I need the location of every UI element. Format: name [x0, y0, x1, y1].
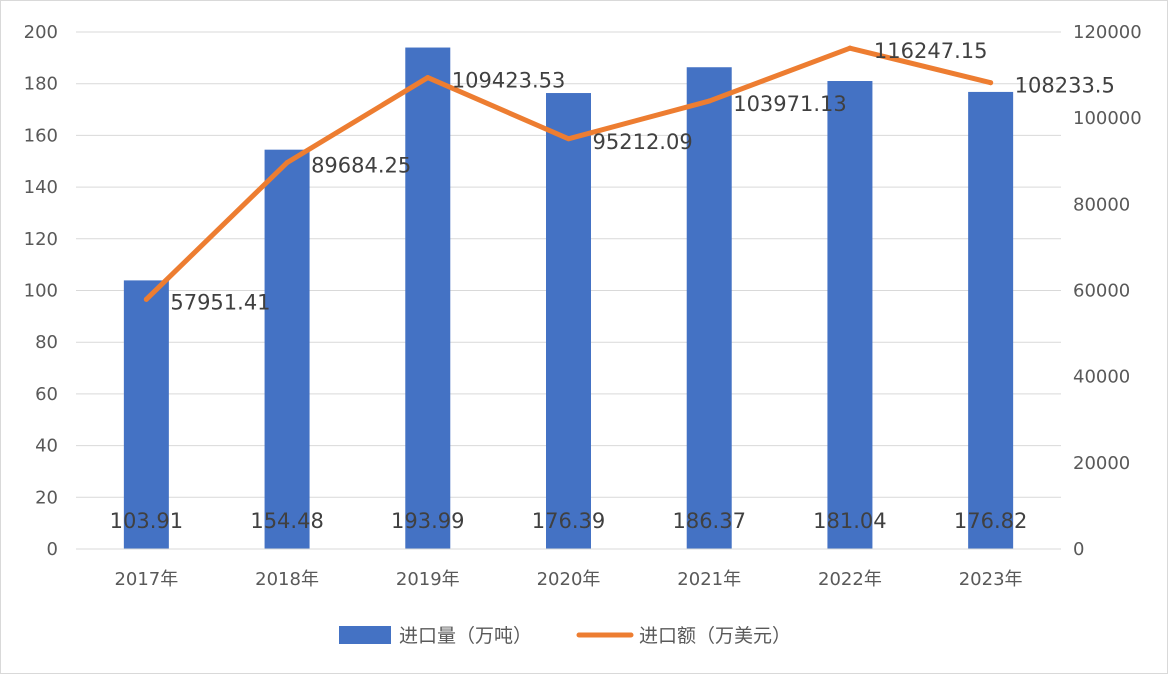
x-tick-label: 2019年 — [396, 569, 460, 590]
right-tick-label: 0 — [1073, 539, 1084, 560]
x-tick-label: 2018年 — [255, 569, 319, 590]
line-point — [425, 75, 431, 81]
bar-value-label: 176.39 — [532, 509, 605, 533]
bar-value-label: 193.99 — [391, 509, 464, 533]
line-value-label: 103971.13 — [733, 92, 847, 116]
left-tick-label: 200 — [24, 22, 58, 43]
left-tick-label: 0 — [47, 539, 58, 560]
right-tick-label: 20000 — [1073, 453, 1130, 474]
bar — [968, 91, 1014, 550]
bar-series — [123, 47, 1014, 550]
right-tick-label: 40000 — [1073, 367, 1130, 388]
bar-value-label: 103.91 — [110, 509, 183, 533]
line-point — [847, 45, 853, 51]
x-tick-label: 2023年 — [959, 569, 1023, 590]
bar-value-label: 154.48 — [250, 509, 323, 533]
left-tick-label: 160 — [24, 125, 58, 146]
bar-value-label: 186.37 — [672, 509, 745, 533]
x-tick-label: 2021年 — [677, 569, 741, 590]
right-tick-label: 80000 — [1073, 194, 1130, 215]
left-tick-label: 60 — [35, 384, 58, 405]
right-tick-label: 120000 — [1073, 22, 1142, 43]
bar — [264, 149, 310, 550]
bar — [123, 280, 169, 549]
line-value-label: 95212.09 — [593, 130, 693, 154]
left-tick-label: 140 — [24, 177, 58, 198]
legend-label-bar: 进口量（万吨） — [399, 625, 532, 647]
line-value-label: 57951.41 — [170, 290, 270, 314]
line-value-label: 108233.5 — [1015, 74, 1115, 98]
line-value-label: 116247.15 — [874, 39, 988, 63]
legend: 进口量（万吨） 进口额（万美元） — [339, 625, 791, 647]
legend-swatch-bar — [339, 626, 391, 644]
right-y-axis: 0 20000 40000 60000 80000 100000 120000 — [1073, 22, 1142, 560]
line-point — [284, 160, 290, 166]
line-point — [566, 136, 571, 142]
left-tick-label: 180 — [24, 74, 58, 95]
left-y-axis: 0 20 40 60 80 100 120 140 160 180 200 — [24, 22, 58, 560]
left-tick-label: 120 — [24, 229, 58, 250]
left-tick-label: 40 — [35, 436, 58, 457]
line-point — [988, 80, 994, 86]
line-point — [706, 98, 712, 104]
legend-label-line: 进口额（万美元） — [639, 625, 791, 647]
x-tick-label: 2020年 — [537, 569, 601, 590]
line-data-labels: 57951.41 89684.25 109423.53 95212.09 103971.… — [170, 39, 1114, 314]
right-tick-label: 100000 — [1073, 108, 1142, 129]
bar-value-label: 181.04 — [813, 509, 886, 533]
left-tick-label: 100 — [24, 281, 58, 302]
bar — [827, 81, 873, 549]
bar — [686, 67, 732, 549]
x-tick-label: 2017年 — [114, 569, 178, 590]
left-tick-label: 20 — [35, 487, 58, 508]
x-axis: 2017年 2018年 2019年 2020年 2021年 2022年 2023年 — [76, 548, 1061, 590]
bar-value-label: 176.82 — [954, 509, 1027, 533]
bar — [546, 93, 591, 549]
right-tick-label: 60000 — [1073, 281, 1130, 302]
line-series — [143, 45, 994, 302]
bar-data-labels: 103.91 154.48 193.99 176.39 186.37 181.04 176.… — [110, 509, 1028, 533]
line-value-label: 109423.53 — [452, 69, 566, 93]
left-tick-label: 80 — [35, 332, 58, 353]
x-tick-label: 2022年 — [818, 569, 882, 590]
bar — [405, 47, 451, 549]
line-point — [143, 296, 149, 302]
line-value-label: 89684.25 — [311, 154, 411, 178]
